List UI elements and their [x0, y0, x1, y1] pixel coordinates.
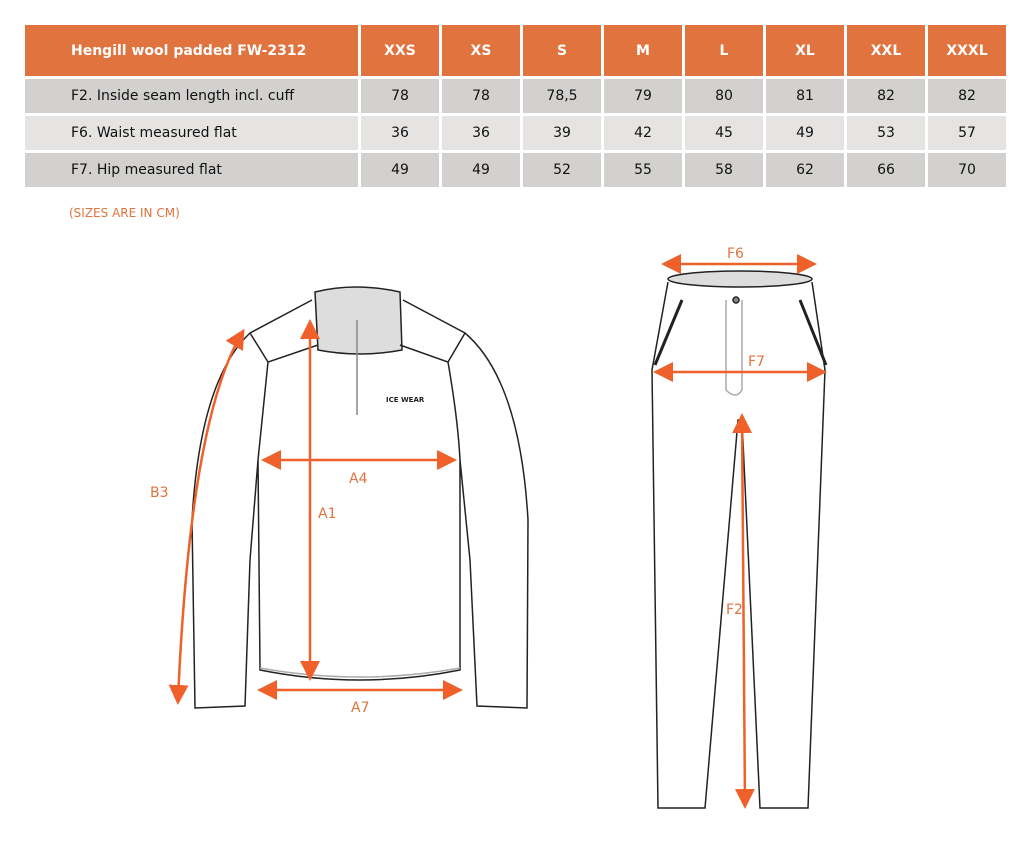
table-cell: 58 [685, 153, 763, 187]
table-cell: 82 [847, 79, 925, 113]
size-header: XXXL [928, 25, 1006, 76]
table-cell: 78 [361, 79, 439, 113]
logo: ICE WEAR [386, 396, 425, 404]
label-a7: A7 [351, 700, 369, 716]
row-label: F2. Inside seam length incl. cuff [25, 79, 358, 113]
table-cell: 52 [523, 153, 601, 187]
label-f2: F2 [726, 602, 743, 618]
label-f6: F6 [727, 246, 744, 262]
table-cell: 82 [928, 79, 1006, 113]
size-header: XXS [361, 25, 439, 76]
table-cell: 79 [604, 79, 682, 113]
units-note: (SIZES ARE IN CM) [69, 206, 180, 220]
top-drawing [191, 286, 529, 709]
row-label: F7. Hip measured flat [25, 153, 358, 187]
size-header: XS [442, 25, 520, 76]
table-cell: 53 [847, 116, 925, 150]
size-header: M [604, 25, 682, 76]
table-cell: 39 [523, 116, 601, 150]
size-table: Hengill wool padded FW-2312 XXS XS S M L XL XXL… [22, 22, 1009, 190]
table-cell: 36 [442, 116, 520, 150]
arrow-f2 [732, 413, 755, 809]
size-header: S [523, 25, 601, 76]
table-cell: 78,5 [523, 79, 601, 113]
table-cell: 42 [604, 116, 682, 150]
table-cell: 55 [604, 153, 682, 187]
row-label: F6. Waist measured flat [25, 116, 358, 150]
pants-drawing [651, 270, 828, 809]
size-header: XXL [847, 25, 925, 76]
table-cell: 45 [685, 116, 763, 150]
table-cell: 49 [442, 153, 520, 187]
table-cell: 57 [928, 116, 1006, 150]
label-f7: F7 [748, 354, 765, 370]
table-row: F7. Hip measured flat 49 49 52 55 58 62 66 70 [25, 153, 1006, 187]
measure-arrows [168, 254, 827, 809]
table-cell: 78 [442, 79, 520, 113]
table-title: Hengill wool padded FW-2312 [25, 25, 358, 76]
table-cell: 80 [685, 79, 763, 113]
table-cell: 49 [361, 153, 439, 187]
arrow-b3 [168, 328, 245, 705]
table-row: F6. Waist measured flat 36 36 39 42 45 49 53 57 [25, 116, 1006, 150]
table-cell: 49 [766, 116, 844, 150]
table-cell: 36 [361, 116, 439, 150]
label-b3: B3 [150, 485, 169, 501]
size-header: XL [766, 25, 844, 76]
label-a4: A4 [349, 471, 368, 487]
size-header: L [685, 25, 763, 76]
label-a1: A1 [318, 506, 336, 522]
table-cell: 70 [928, 153, 1006, 187]
table-cell: 66 [847, 153, 925, 187]
table-row: F2. Inside seam length incl. cuff 78 78 78,… [25, 79, 1006, 113]
table-cell: 62 [766, 153, 844, 187]
table-cell: 81 [766, 79, 844, 113]
